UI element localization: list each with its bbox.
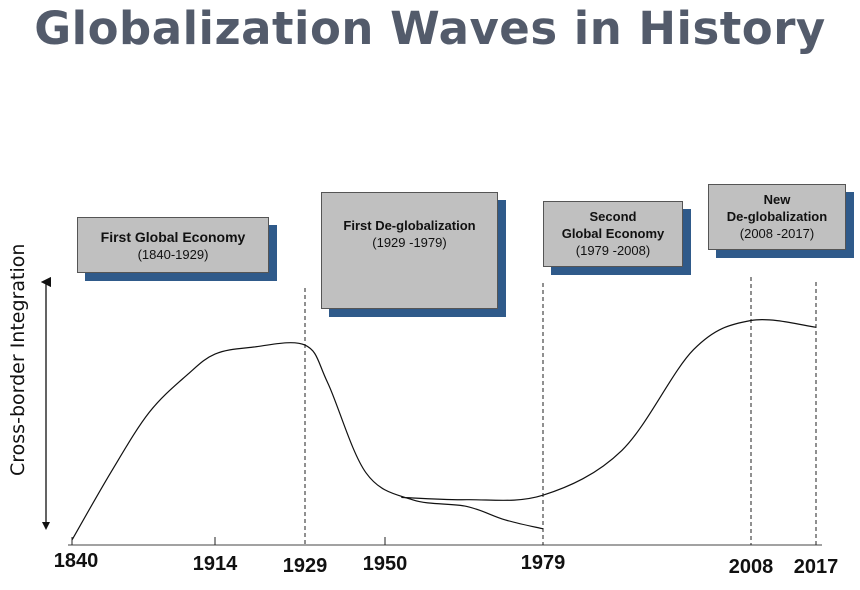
x-tick-label-1914: 1914 xyxy=(193,553,238,575)
period-name-line1: New xyxy=(763,192,791,207)
x-tick-label-1979: 1979 xyxy=(521,552,566,574)
period-name-line2: Global Economy xyxy=(561,226,665,241)
period-box: First De-globalization (1929 -1979) xyxy=(321,192,498,309)
period-dates: (1979 -2008) xyxy=(575,243,651,258)
period-name-line1: Second xyxy=(589,209,637,224)
series-line-1 xyxy=(401,319,817,501)
period-dates: (2008 -2017) xyxy=(739,226,815,241)
period-dates: (1929 -1979) xyxy=(372,235,447,250)
period-box: New De-globalization (2008 -2017) xyxy=(708,184,846,250)
period-box: First Global Economy (1840-1929) xyxy=(77,217,269,273)
x-tick-label-1950: 1950 xyxy=(363,553,408,575)
series-line-0 xyxy=(71,342,544,541)
x-tick-label-2008: 2008 xyxy=(729,556,774,578)
period-name: First Global Economy xyxy=(100,229,246,245)
y-axis-arrow-down xyxy=(42,522,50,530)
x-tick-label-2017: 2017 xyxy=(794,556,839,578)
x-tick-label-1840: 1840 xyxy=(54,550,99,572)
period-name-line2: De-globalization xyxy=(726,209,828,224)
x-tick-label-1929: 1929 xyxy=(283,555,328,577)
period-name: First De-globalization xyxy=(343,218,476,233)
period-dates: (1840-1929) xyxy=(137,247,209,262)
chart-title: Globalization Waves in History xyxy=(34,2,826,55)
period-box: Second Global Economy (1979 -2008) xyxy=(543,201,683,267)
